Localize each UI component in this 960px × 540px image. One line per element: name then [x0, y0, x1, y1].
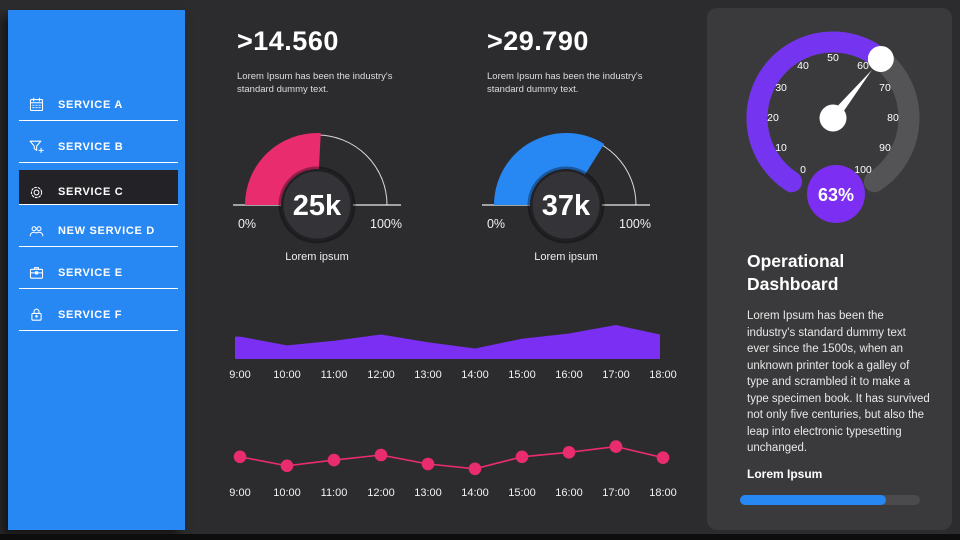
gauge-max-label: 100%: [619, 217, 651, 231]
sidebar-item-service-f[interactable]: SERVICE F: [19, 289, 178, 331]
gauge-value-label: 37k: [542, 190, 591, 222]
panel-heading: Operational Dashboard: [747, 251, 845, 295]
sidebar-item-service-b[interactable]: SERVICE B: [19, 121, 178, 163]
speedometer-tick-label: 70: [879, 82, 891, 94]
gear-icon: [28, 184, 45, 201]
donut-gauge-pink: 25k 0% 100%: [217, 120, 417, 270]
filter-add-icon: [28, 138, 45, 155]
sidebar: SERVICE A SERVICE B SERVICE C NEW SERVICE D…: [8, 10, 185, 530]
speedometer-tick-label: 80: [887, 112, 899, 124]
progress-bar: [740, 495, 920, 505]
x-axis-label: 15:00: [508, 487, 536, 499]
line-data-point: [609, 440, 623, 453]
sidebar-list: SERVICE A SERVICE B SERVICE C NEW SERVICE D…: [19, 79, 178, 331]
line-data-point: [327, 453, 341, 467]
gauge-center-disc: [527, 166, 605, 244]
x-axis-label: 10:00: [273, 487, 301, 499]
panel-body-text: Lorem Ipsum has been the industry's stan…: [747, 310, 930, 455]
lock-icon: [28, 306, 45, 323]
area-chart-x-labels: 9:00 10:00 11:00 12:00 13:00 14:00 15:00 16:00 1…: [225, 369, 676, 383]
speedometer-tick-label: 10: [775, 142, 787, 154]
speedometer-gauge: 0 10 20 30 40 50 60 70 80 90 100 63%: [713, 10, 953, 230]
speedometer-tick-label: 100: [854, 164, 872, 176]
line-data-point: [515, 450, 529, 464]
progress-label: Lorem Ipsum: [747, 467, 823, 481]
x-axis-label: 17:00: [602, 487, 630, 499]
x-axis-label: 13:00: [414, 487, 442, 499]
sidebar-item-service-c[interactable]: SERVICE C: [19, 163, 178, 205]
sidebar-item-new-service-d[interactable]: NEW SERVICE D: [19, 205, 178, 247]
speedometer-tick-label: 30: [775, 82, 787, 94]
donut-gauge-blue: 37k 0% 100%: [466, 120, 666, 270]
line-data-point: [233, 450, 247, 464]
line-chart-x-labels: 9:00 10:00 11:00 12:00 13:00 14:00 15:00 16:00 1…: [225, 487, 676, 501]
x-axis-label: 14:00: [461, 487, 489, 499]
kpi-2-description: Lorem Ipsum has been the industry's stan…: [487, 71, 643, 96]
x-axis-label: 16:00: [555, 487, 583, 499]
x-axis-label: 12:00: [367, 487, 395, 499]
users-icon: [28, 222, 45, 239]
speedometer-tick-label: 40: [797, 60, 809, 72]
x-axis-label: 18:00: [649, 369, 677, 381]
x-axis-label: 12:00: [367, 369, 395, 381]
right-panel-card: 0 10 20 30 40 50 60 70 80 90 100 63% Operational D…: [707, 8, 952, 530]
line-data-point: [421, 457, 435, 471]
speedometer-tick-label: 0: [800, 164, 806, 176]
x-axis-label: 9:00: [229, 487, 251, 499]
x-axis-label: 15:00: [508, 369, 536, 381]
area-chart: [225, 315, 675, 359]
speedometer-tick-label: 50: [827, 52, 839, 64]
x-axis-label: 16:00: [555, 369, 583, 381]
gauge-blue-caption: Lorem ipsum: [534, 251, 598, 263]
x-axis-label: 14:00: [461, 369, 489, 381]
gauge-min-label: 0%: [487, 217, 505, 231]
line-chart: [225, 440, 675, 480]
line-series: [239, 445, 664, 470]
gauge-min-label: 0%: [238, 217, 256, 231]
sidebar-item-service-e[interactable]: SERVICE E: [19, 247, 178, 289]
speedometer-tick-label: 20: [767, 112, 779, 124]
line-data-point: [562, 446, 576, 459]
calendar-icon: [28, 96, 45, 113]
sidebar-item-service-a[interactable]: SERVICE A: [19, 79, 178, 121]
sidebar-item-label: SERVICE F: [58, 308, 123, 321]
sidebar-item-label: NEW SERVICE D: [58, 224, 155, 237]
sidebar-item-label: SERVICE C: [58, 186, 124, 198]
line-data-point: [280, 459, 294, 473]
area-series: [235, 325, 660, 359]
speedometer-value-arc: [746, 31, 892, 193]
speedometer-knob[interactable]: [867, 45, 894, 72]
kpi-1: >14.560 Lorem Ipsum has been the industr…: [237, 26, 447, 97]
gauge-center-disc: [278, 166, 356, 244]
sidebar-item-label: SERVICE A: [58, 98, 123, 111]
progress-bar-fill: [740, 495, 886, 505]
line-data-point: [656, 451, 670, 464]
x-axis-label: 18:00: [649, 487, 677, 499]
speedometer-value-badge: [807, 165, 865, 223]
x-axis-label: 11:00: [320, 487, 348, 499]
kpi-1-description: Lorem Ipsum has been the industry's stan…: [237, 71, 393, 96]
kpi-1-value: >14.560: [237, 26, 339, 56]
line-data-point: [468, 462, 482, 476]
bottom-edge: [0, 534, 960, 540]
line-data-point: [374, 448, 388, 462]
speedometer-tick-label: 60: [857, 60, 869, 72]
briefcase-icon: [28, 264, 45, 281]
x-axis-label: 17:00: [602, 369, 630, 381]
kpi-2-value: >29.790: [487, 26, 589, 56]
sidebar-item-label: SERVICE B: [58, 140, 124, 153]
x-axis-label: 9:00: [229, 369, 251, 381]
gauge-pink-caption: Lorem ipsum: [285, 251, 349, 263]
speedometer-value-label: 63%: [818, 185, 854, 205]
sidebar-item-label: SERVICE E: [58, 266, 123, 279]
speedometer-hub: [819, 104, 847, 132]
x-axis-label: 10:00: [273, 369, 301, 381]
x-axis-label: 13:00: [414, 369, 442, 381]
x-axis-label: 11:00: [320, 369, 348, 381]
kpi-2: >29.790 Lorem Ipsum has been the industr…: [487, 26, 697, 97]
speedometer-tick-label: 90: [879, 142, 891, 154]
gauge-value-label: 25k: [293, 190, 342, 222]
gauge-max-label: 100%: [370, 217, 402, 231]
